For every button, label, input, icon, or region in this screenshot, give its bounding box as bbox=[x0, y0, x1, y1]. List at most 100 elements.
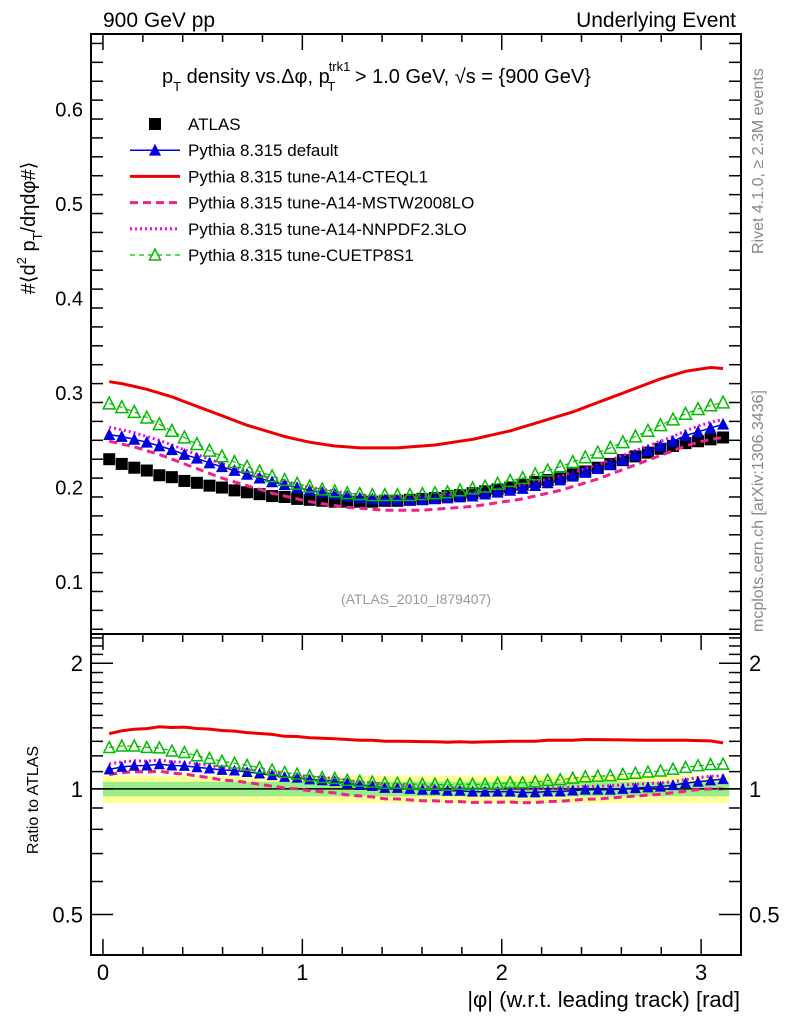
ratio-data-point bbox=[252, 760, 267, 774]
ratio-data-point bbox=[629, 782, 641, 794]
series-data-point bbox=[365, 487, 380, 502]
ratio-data-point bbox=[328, 770, 342, 785]
series-data-point bbox=[153, 439, 166, 452]
series-data-point bbox=[515, 470, 530, 485]
ratio-data-point bbox=[642, 781, 654, 793]
series-data-point bbox=[390, 487, 405, 502]
ratio-data-point bbox=[127, 738, 142, 752]
series-data-point bbox=[629, 449, 642, 461]
ratio-data-point bbox=[304, 773, 316, 785]
y-tick-label: 0.3 bbox=[55, 383, 83, 405]
series-data-point bbox=[516, 482, 529, 494]
legend-marker-open-triangle bbox=[148, 247, 162, 261]
series-pythia-8-315-tune-cuetp8s1 bbox=[102, 394, 731, 502]
ratio-data-point bbox=[378, 775, 392, 789]
series-data-point bbox=[465, 480, 480, 495]
series-data-point bbox=[590, 444, 606, 459]
series-data-point bbox=[340, 485, 355, 500]
ratio-data-point bbox=[403, 776, 417, 790]
ratio-data-point bbox=[703, 756, 718, 771]
ratio-data-point bbox=[128, 759, 140, 771]
series-data-point bbox=[665, 411, 681, 426]
ratio-data-point bbox=[103, 763, 115, 775]
series-data-point bbox=[402, 487, 418, 502]
legend: ATLAS Pythia 8.315 default Pythia 8.315 tu… bbox=[130, 115, 474, 265]
series-data-point bbox=[302, 478, 317, 493]
series-data-point bbox=[202, 442, 217, 457]
ratio-y-tick-label: 1 bbox=[71, 777, 83, 802]
legend-label: Pythia 8.315 tune-A14-NNPDF2.3LO bbox=[188, 220, 467, 239]
ratio-data-point bbox=[191, 761, 203, 773]
atlas-data-point bbox=[704, 433, 717, 446]
ratio-data-point bbox=[492, 785, 504, 797]
series-data-point bbox=[491, 485, 504, 498]
y-tick-label: 0.5 bbox=[55, 194, 83, 216]
series-data-point bbox=[377, 487, 393, 502]
series-pythia-8-315-tune-a14-cteql1 bbox=[108, 365, 724, 450]
ratio-data-point bbox=[603, 768, 618, 782]
legend-item: Pythia 8.315 default bbox=[130, 141, 339, 160]
ratio-data-point bbox=[503, 775, 517, 789]
ratio-series-pythia-8-315-tune-a14-mstw2008lo bbox=[108, 769, 724, 805]
series-data-point bbox=[641, 444, 654, 457]
atlas-data-point bbox=[241, 486, 254, 499]
series-line bbox=[108, 365, 724, 450]
header-left: 900 GeV pp bbox=[103, 9, 215, 32]
series-data-point bbox=[604, 458, 617, 471]
series-data-point bbox=[228, 464, 241, 476]
ratio-data-point bbox=[354, 779, 366, 790]
series-data-point bbox=[289, 475, 305, 490]
ratio-data-point bbox=[667, 779, 679, 791]
ratio-data-point bbox=[504, 785, 516, 797]
series-data-point bbox=[703, 397, 718, 412]
ratio-data-point bbox=[315, 769, 329, 784]
ratio-data-point bbox=[692, 775, 704, 787]
ratio-data-point bbox=[616, 766, 630, 781]
ratio-series-line bbox=[109, 745, 724, 786]
series-data-point bbox=[352, 486, 368, 501]
ratio-data-point bbox=[592, 783, 604, 795]
series-data-point bbox=[692, 425, 705, 438]
ratio-data-point bbox=[528, 774, 542, 788]
x-axis-label: |φ| (w.r.t. leading track) [rad] bbox=[467, 987, 740, 1012]
series-data-point bbox=[378, 493, 391, 506]
ratio-y-tick-label: 0.5 bbox=[52, 903, 83, 928]
ratio-data-point bbox=[465, 776, 480, 790]
ratio-data-point bbox=[290, 766, 304, 780]
series-data-point bbox=[678, 405, 693, 420]
ratio-data-point bbox=[415, 776, 430, 790]
series-data-point bbox=[504, 483, 517, 496]
ratio-data-point bbox=[566, 770, 580, 784]
ratio-data-point bbox=[241, 766, 253, 777]
ratio-data-point bbox=[542, 785, 554, 797]
series-data-point bbox=[214, 448, 230, 463]
ratio-y-tick-labels: 0.5 0.5 1 1 2 2 bbox=[52, 651, 779, 927]
atlas-data-point bbox=[128, 461, 141, 474]
series-data-point bbox=[452, 482, 468, 497]
ratio-data-point bbox=[529, 786, 541, 798]
legend-item: ATLAS bbox=[149, 115, 241, 134]
main-panel: 0.1 0.2 0.3 0.4 0.5 0.6 pT density vs.Δφ, ptr… bbox=[14, 33, 742, 635]
ratio-panel-frame bbox=[90, 633, 742, 956]
series-data-point bbox=[327, 483, 342, 498]
series-data-point bbox=[178, 448, 191, 460]
series-pythia-8-315-tune-a14-nnpdf2-3lo bbox=[108, 418, 724, 499]
ratio-data-point bbox=[240, 757, 254, 772]
ratio-data-point bbox=[666, 761, 680, 775]
series-data-point bbox=[277, 471, 292, 487]
series-data-point bbox=[391, 493, 404, 506]
ratio-data-point bbox=[203, 762, 215, 774]
ratio-data-point bbox=[680, 777, 692, 789]
ratio-panel: 0.5 0.5 1 1 2 2 Ratio to ATLAS bbox=[25, 633, 780, 956]
legend-marker-square bbox=[149, 118, 161, 130]
ratio-data-point bbox=[517, 786, 529, 798]
y-tick-label: 0.1 bbox=[55, 572, 83, 594]
series-data-point bbox=[366, 492, 379, 505]
ratio-data-point bbox=[279, 770, 291, 782]
atlas-data-point bbox=[103, 453, 116, 466]
ratio-data-point bbox=[302, 768, 317, 782]
ratio-data-point bbox=[428, 776, 442, 790]
ratio-data-point bbox=[165, 743, 179, 757]
ratio-data-point bbox=[540, 772, 555, 787]
atlas-data-point bbox=[215, 481, 228, 494]
